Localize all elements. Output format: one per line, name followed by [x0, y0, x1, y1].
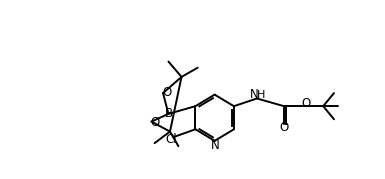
Text: Cl: Cl	[166, 133, 177, 146]
Text: O: O	[162, 86, 172, 99]
Text: N: N	[250, 88, 259, 101]
Text: O: O	[151, 116, 160, 129]
Text: O: O	[279, 121, 289, 134]
Text: O: O	[301, 97, 311, 110]
Text: N: N	[211, 139, 220, 152]
Text: H: H	[257, 90, 265, 100]
Text: B: B	[164, 107, 172, 120]
